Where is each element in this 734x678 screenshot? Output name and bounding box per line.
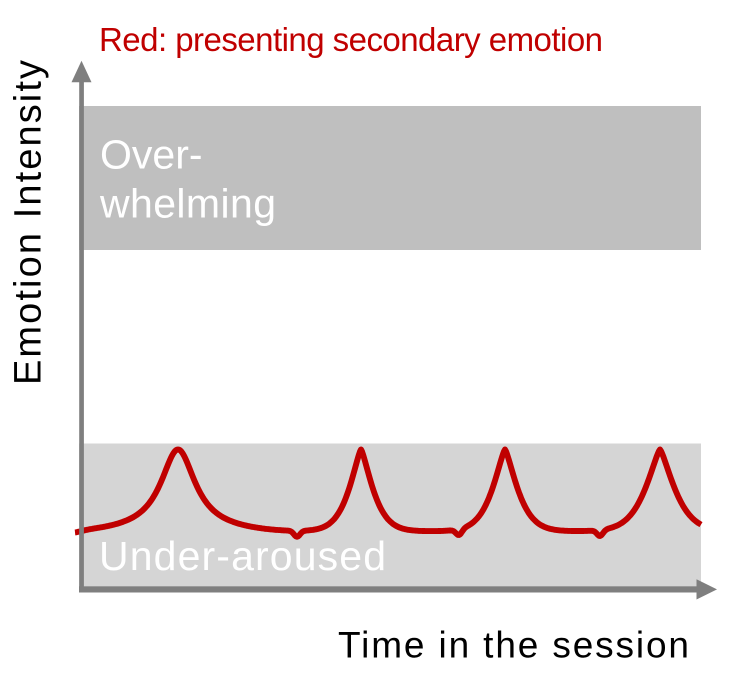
svg-text:Red: presenting secondary emot: Red: presenting secondary emotion <box>99 21 603 58</box>
svg-text:Under-aroused: Under-aroused <box>99 533 386 579</box>
svg-text:Over-: Over- <box>100 132 203 178</box>
svg-text:Emotion Intensity: Emotion Intensity <box>8 60 50 385</box>
svg-text:Time in the session: Time in the session <box>338 624 689 665</box>
svg-text:whelming: whelming <box>99 180 276 226</box>
